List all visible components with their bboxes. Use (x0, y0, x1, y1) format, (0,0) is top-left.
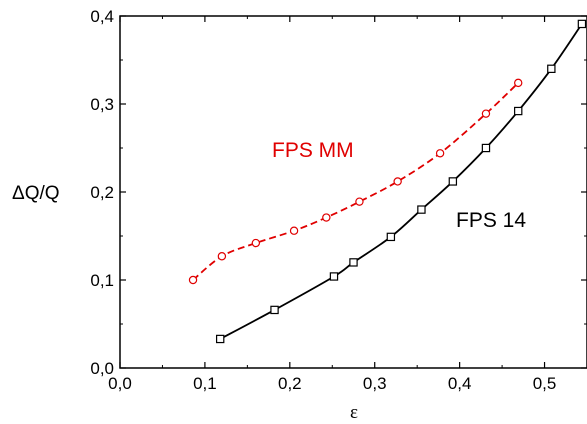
y-tick-label: 0,0 (90, 359, 114, 378)
x-tick-label: 0,5 (533, 374, 557, 393)
data-point-fps-14 (349, 258, 358, 267)
series-label-fps-mm: FPS MM (272, 139, 354, 162)
axis-ticks: 0,0 0,1 0,2 0,3 0,4 0,5 0,0 0,1 0,2 0,3 0,4 (90, 7, 587, 393)
data-point-fps-mm (217, 252, 227, 261)
data-point-fps-mm (355, 197, 364, 206)
x-tick-label: 0,0 (108, 374, 132, 393)
data-point-fps-mm (322, 213, 331, 222)
data-point-fps-mm (481, 109, 491, 118)
data-point-fps-mm (289, 226, 299, 235)
data-point-fps-mm (188, 275, 198, 285)
data-point-fps-14 (386, 232, 396, 242)
data-point-fps-mm (435, 149, 445, 158)
series-line-fps-mm (192, 82, 519, 281)
y-tick-label: 0,1 (90, 271, 114, 290)
y-tick-label: 0,2 (90, 183, 114, 202)
y-axis-title: ΔQ/Q (12, 183, 60, 204)
data-point-fps-mm (393, 177, 402, 186)
data-point-fps-14 (481, 143, 491, 153)
data-point-fps-14 (577, 19, 587, 29)
data-point-fps-14 (329, 272, 339, 281)
data-point-fps-14 (270, 305, 279, 315)
x-tick-label: 0,2 (278, 374, 302, 393)
y-tick-label: 0,3 (90, 95, 114, 114)
data-point-fps-mm (514, 78, 523, 88)
x-tick-label: 0,3 (363, 374, 387, 393)
plot-frame (119, 15, 587, 369)
data-point-fps-14 (215, 334, 225, 344)
data-point-fps-14 (417, 205, 426, 214)
series-label-fps-14: FPS 14 (456, 209, 526, 232)
y-tick-label: 0,4 (90, 7, 114, 26)
data-point-fps-14 (514, 106, 523, 116)
data-point-fps-14 (448, 177, 458, 186)
x-tick-label: 0,4 (448, 374, 472, 393)
series-layer (188, 19, 587, 344)
x-tick-label: 0,1 (193, 374, 217, 393)
data-point-fps-14 (547, 64, 556, 73)
x-axis-title: ε (350, 402, 358, 423)
data-point-fps-mm (251, 238, 261, 248)
